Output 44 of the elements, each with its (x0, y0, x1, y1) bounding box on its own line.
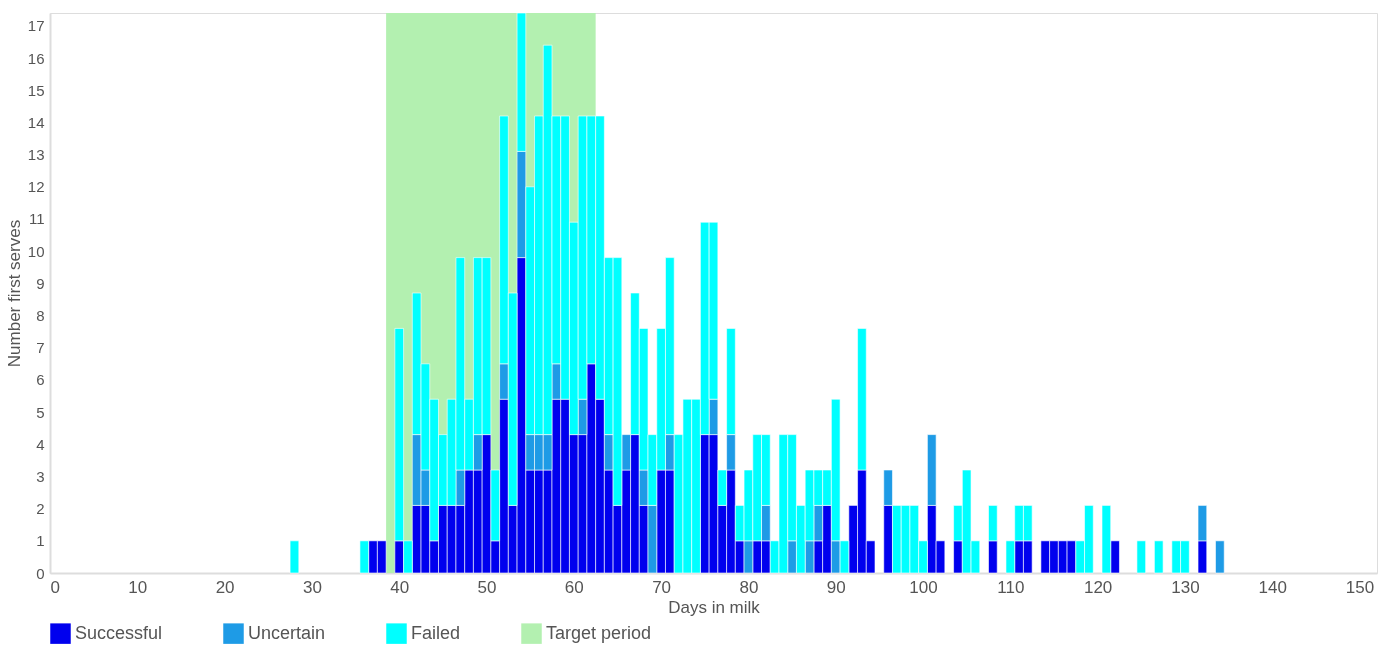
x-tick-label: 50 (477, 577, 497, 597)
x-tick-label: 130 (1171, 577, 1200, 597)
x-tick-label: 150 (1345, 577, 1375, 597)
legend-label: Uncertain (248, 622, 326, 643)
y-tick-label: 0 (36, 564, 45, 582)
y-tick-label: 1 (36, 532, 45, 550)
y-tick-label: 17 (27, 17, 45, 35)
y-tick-label: 11 (28, 210, 45, 228)
y-tick-label: 5 (36, 403, 45, 421)
x-tick-label: 90 (826, 577, 846, 597)
y-tick-label: 2 (36, 500, 45, 518)
y-tick-label: 7 (36, 339, 45, 357)
x-tick-label: 80 (739, 577, 759, 597)
y-tick-label: 9 (36, 274, 45, 292)
y-tick-label: 15 (27, 81, 45, 99)
y-tick-label: 6 (36, 371, 45, 389)
x-tick-label: 30 (302, 577, 322, 597)
x-tick-label: 100 (909, 577, 938, 597)
y-tick-label: 14 (27, 113, 45, 131)
legend-label: Successful (75, 622, 163, 643)
y-tick-label: 12 (27, 178, 45, 196)
x-tick-label: 0 (50, 577, 60, 597)
y-tick-label: 4 (36, 435, 45, 453)
x-axis-title: Days in milk (668, 597, 761, 617)
y-axis-title: Number first serves (4, 219, 24, 368)
bar (1154, 540, 1164, 574)
legend-label: Target period (546, 622, 652, 643)
y-tick-label: 3 (36, 467, 45, 485)
y-tick-label: 10 (27, 242, 45, 260)
y-tick-label: 13 (27, 146, 45, 164)
y-tick-label: 16 (27, 49, 45, 67)
x-tick-label: 110 (997, 577, 1025, 597)
x-tick-label: 70 (652, 577, 672, 597)
bar (1136, 540, 1146, 574)
x-tick-label: 20 (215, 577, 235, 597)
x-tick-label: 140 (1258, 577, 1287, 597)
bar (289, 540, 300, 574)
x-tick-label: 60 (564, 577, 584, 597)
bar (1215, 540, 1225, 574)
y-tick-label: 8 (36, 307, 45, 325)
legend-label: Failed (411, 622, 461, 643)
x-tick-label: 10 (128, 577, 148, 597)
x-tick-label: 120 (1083, 577, 1113, 597)
x-tick-label: 40 (390, 577, 410, 597)
